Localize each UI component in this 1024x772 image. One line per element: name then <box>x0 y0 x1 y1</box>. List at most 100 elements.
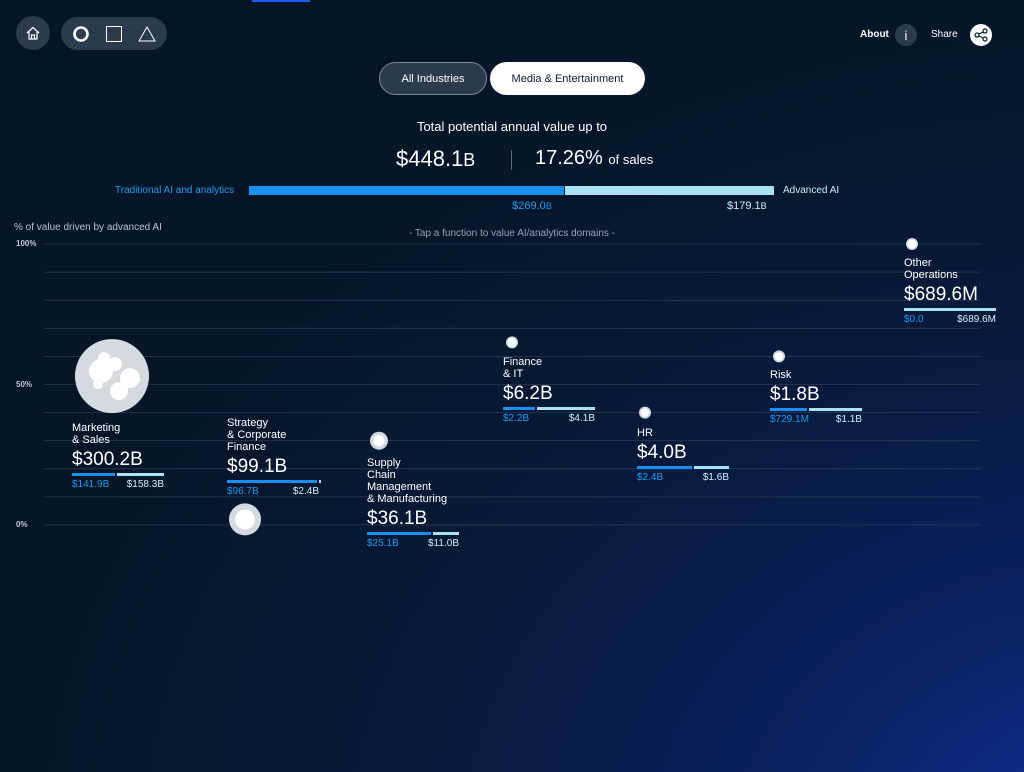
info-button[interactable]: i <box>895 24 917 46</box>
function-sub-values: $0.0 $689.6M <box>904 314 996 327</box>
filter-media-entertainment[interactable]: Media & Entertainment <box>490 62 645 95</box>
function-bubble[interactable] <box>639 406 651 419</box>
function-name-line: Management <box>367 481 432 493</box>
function-name-line: & Corporate <box>227 429 287 441</box>
function-sub-values: $96.7B $2.4B <box>227 486 319 499</box>
bubble-inner-circle <box>235 509 255 530</box>
total-value: $448.1B <box>396 146 475 172</box>
advanced-bar-segment <box>694 466 729 469</box>
function-name: Other Operations <box>904 257 996 281</box>
bubble-sub-circle <box>108 357 122 372</box>
bubble-sub-circle <box>120 368 140 389</box>
summary-divider <box>511 150 512 170</box>
percent-of-sales: 17.26% of sales <box>535 147 653 170</box>
advanced-bar-segment <box>117 473 164 476</box>
bubble-circle[interactable] <box>75 339 149 414</box>
bubble-sub-circle <box>93 379 103 390</box>
function-split-bar <box>904 308 996 311</box>
total-value-number: $448.1 <box>396 146 464 171</box>
function-label-block[interactable]: Finance & IT $6.2B $2.2B $4.1B <box>503 356 595 426</box>
bubble-inner-circle <box>907 239 917 249</box>
function-name-line: Finance <box>503 356 543 368</box>
function-split-bar <box>637 466 729 469</box>
function-bubble[interactable] <box>229 503 261 536</box>
total-value-suffix: B <box>463 150 476 170</box>
advanced-bar-segment <box>537 407 595 410</box>
advanced-bar-segment <box>433 532 459 535</box>
home-icon <box>26 26 40 40</box>
advanced-sub-value: $1.6B <box>702 472 729 483</box>
function-label-block[interactable]: Risk $1.8B $729.1M $1.1B <box>770 369 862 427</box>
traditional-value: $269.0B <box>512 200 552 212</box>
advanced-value: $179.1B <box>727 200 767 212</box>
function-name-line: Strategy <box>227 417 268 429</box>
y-tick-label: 100% <box>16 239 37 248</box>
square-icon[interactable] <box>105 25 123 43</box>
function-name-line: Supply <box>367 457 401 469</box>
function-name: Supply Chain Management & Manufacturing <box>367 457 459 505</box>
function-split-bar <box>227 480 321 483</box>
traditional-value-number: $269.0 <box>512 200 546 212</box>
advanced-bar-segment <box>904 308 996 311</box>
function-sub-values: $2.2B $4.1B <box>503 413 595 426</box>
function-name-line: Finance <box>227 441 267 453</box>
about-link[interactable]: About <box>860 29 889 40</box>
function-bubble[interactable] <box>906 238 918 250</box>
function-bubble[interactable] <box>370 431 388 450</box>
y-tick-label: 50% <box>16 379 33 389</box>
percent-value: 17.26% <box>535 147 603 169</box>
traditional-bar-segment <box>72 473 115 476</box>
traditional-sub-value: $729.1M <box>770 414 809 425</box>
traditional-label: Traditional AI and analytics <box>115 185 235 196</box>
triangle-icon[interactable] <box>138 25 156 43</box>
function-name: Finance & IT <box>503 356 595 380</box>
function-bubble[interactable] <box>773 350 785 363</box>
function-label-block[interactable]: Supply Chain Management & Manufacturing $36.… <box>367 457 459 551</box>
function-name-line: Marketing <box>72 422 121 434</box>
advanced-value-number: $179.1 <box>727 200 761 212</box>
function-value: $689.6M <box>904 284 978 305</box>
traditional-value-suffix: B <box>545 201 552 211</box>
function-bubble[interactable] <box>506 336 518 349</box>
circle-icon[interactable] <box>72 25 90 43</box>
traditional-bar-segment <box>227 480 317 483</box>
function-bubble[interactable] <box>75 339 149 414</box>
advanced-sub-value: $2.4B <box>292 486 319 497</box>
function-label-block[interactable]: HR $4.0B $2.4B $1.6B <box>637 427 729 485</box>
function-label-block[interactable]: Marketing & Sales $300.2B $141.9B $158.3B <box>72 422 164 492</box>
advanced-value-bar <box>565 186 774 195</box>
advanced-bar-segment <box>319 480 321 483</box>
function-split-bar <box>770 408 862 411</box>
function-name: Marketing & Sales <box>72 422 164 446</box>
traditional-value-bar <box>249 186 565 195</box>
traditional-sub-value: $141.9B <box>72 479 110 490</box>
function-split-bar <box>367 532 459 535</box>
shape-selector <box>61 17 167 50</box>
bubble-inner-circle <box>774 352 784 361</box>
share-label[interactable]: Share <box>931 29 958 40</box>
function-label-block[interactable]: Strategy & Corporate Finance $99.1B $96.7B $2… <box>227 417 321 499</box>
function-split-bar <box>72 473 164 476</box>
function-sub-values: $141.9B $158.3B <box>72 479 164 492</box>
traditional-sub-value: $2.4B <box>637 472 664 483</box>
function-name-line: & IT <box>503 368 524 380</box>
bubble-inner-circle <box>640 408 650 417</box>
traditional-sub-value: $0.0 <box>904 314 924 325</box>
function-label-block[interactable]: Other Operations $689.6M $0.0 $689.6M <box>904 257 996 327</box>
traditional-sub-value: $96.7B <box>227 486 259 497</box>
function-value: $300.2B <box>72 449 143 470</box>
share-button[interactable] <box>970 24 992 46</box>
advanced-sub-value: $689.6M <box>957 314 996 325</box>
filter-all-industries[interactable]: All Industries <box>379 62 487 95</box>
advanced-sub-value: $1.1B <box>835 414 862 425</box>
bubble-sub-circle <box>98 352 110 365</box>
function-sub-values: $729.1M $1.1B <box>770 414 862 427</box>
top-progress-line <box>252 0 310 2</box>
function-value: $1.8B <box>770 384 820 405</box>
traditional-bar-segment <box>503 407 535 410</box>
home-button[interactable] <box>16 16 50 50</box>
function-name-line: Other <box>904 257 932 269</box>
percent-suffix: of sales <box>608 152 654 167</box>
function-sub-values: $2.4B $1.6B <box>637 472 729 485</box>
